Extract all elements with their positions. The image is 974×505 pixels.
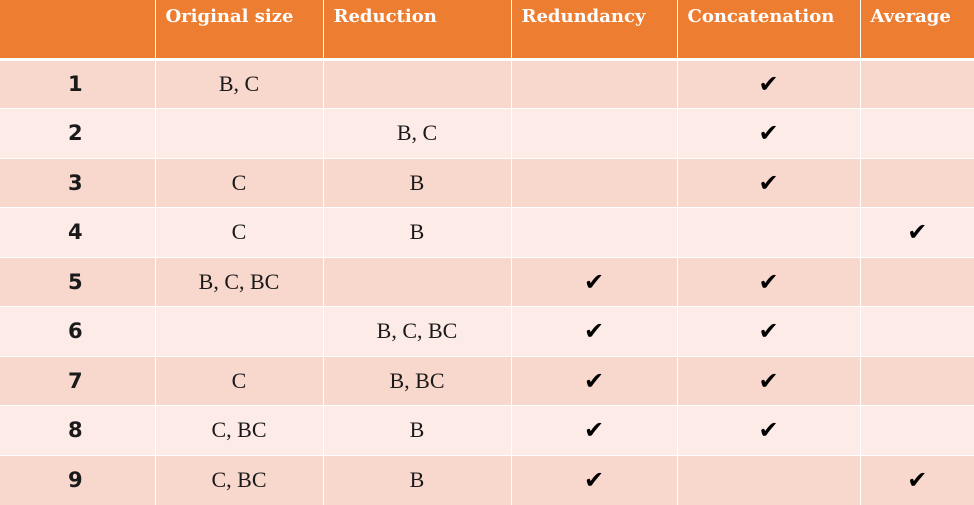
table-header: Original size Reduction Redundancy Conca… — [0, 0, 974, 61]
original-size-cell: C — [154, 355, 323, 406]
redundancy-cell: ✔ — [510, 256, 677, 307]
concatenation-cell: ✔ — [676, 58, 860, 109]
table-body: 1 B, C ✔ 2 B, C ✔ 3 C B ✔ 4 C B ✔ 5 B, C, BC ✔ ✔ 6 B, C, BC… — [0, 58, 974, 505]
reduction-cell: B, BC — [322, 355, 511, 406]
row-id-cell: 2 — [0, 108, 155, 158]
row-id-cell: 8 — [0, 405, 155, 455]
average-cell: ✔ — [859, 207, 974, 257]
concatenation-cell: ✔ — [676, 108, 860, 158]
original-size-cell: C, BC — [154, 454, 323, 505]
original-size-cell: B, C — [154, 58, 323, 109]
checkmark-icon: ✔ — [583, 366, 605, 395]
checkmark-icon: ✔ — [907, 218, 928, 247]
table-row: 9 C, BC B ✔ ✔ — [0, 454, 974, 505]
redundancy-cell — [510, 157, 677, 208]
table-row: 8 C, BC B ✔ ✔ — [0, 405, 974, 455]
row-id-cell: 9 — [0, 454, 155, 505]
checkmark-icon: ✔ — [758, 317, 779, 346]
average-cell — [859, 405, 974, 455]
checkmark-icon: ✔ — [583, 416, 605, 445]
table-row: 7 C B, BC ✔ ✔ — [0, 355, 974, 406]
average-cell — [859, 256, 974, 307]
table-row: 5 B, C, BC ✔ ✔ — [0, 256, 974, 307]
table-row: 2 B, C ✔ — [0, 108, 974, 158]
table-row: 6 B, C, BC ✔ ✔ — [0, 306, 974, 356]
checkmark-icon: ✔ — [758, 119, 779, 148]
average-cell — [859, 157, 974, 208]
concatenation-cell: ✔ — [676, 306, 860, 356]
row-id-cell: 7 — [0, 355, 155, 406]
header-reduction: Reduction — [322, 0, 511, 61]
row-id-cell: 1 — [0, 58, 155, 109]
original-size-cell: C — [154, 207, 323, 257]
header-original-size: Original size — [154, 0, 323, 61]
average-cell — [859, 306, 974, 356]
table-row: 3 C B ✔ — [0, 157, 974, 208]
concatenation-cell — [676, 454, 860, 505]
average-cell — [859, 355, 974, 406]
concatenation-cell: ✔ — [676, 405, 860, 455]
reduction-cell: B — [322, 207, 511, 257]
checkmark-icon: ✔ — [758, 70, 779, 99]
redundancy-cell: ✔ — [510, 454, 677, 505]
header-blank — [0, 0, 155, 61]
original-size-cell — [154, 306, 323, 356]
table-row: 1 B, C ✔ — [0, 58, 974, 109]
reduction-cell: B, C — [322, 108, 511, 158]
redundancy-cell: ✔ — [510, 405, 677, 455]
header-concatenation: Concatenation — [676, 0, 860, 61]
concatenation-cell: ✔ — [676, 157, 860, 208]
original-size-cell — [154, 108, 323, 158]
redundancy-cell: ✔ — [510, 306, 677, 356]
checkmark-icon: ✔ — [758, 366, 779, 395]
checkmark-icon: ✔ — [583, 317, 605, 346]
original-size-cell: C — [154, 157, 323, 208]
reduction-cell — [322, 58, 511, 109]
checkmark-icon: ✔ — [758, 416, 779, 445]
concatenation-cell: ✔ — [676, 355, 860, 406]
header-row: Original size Reduction Redundancy Conca… — [0, 0, 974, 61]
original-size-cell: C, BC — [154, 405, 323, 455]
original-size-cell: B, C, BC — [154, 256, 323, 307]
header-redundancy: Redundancy — [510, 0, 677, 61]
average-cell — [859, 58, 974, 109]
row-id-cell: 6 — [0, 306, 155, 356]
checkmark-icon: ✔ — [907, 466, 928, 494]
checkmark-icon: ✔ — [758, 267, 779, 296]
row-id-cell: 3 — [0, 157, 155, 208]
redundancy-cell: ✔ — [510, 355, 677, 406]
header-average: Average — [859, 0, 974, 61]
reduction-cell: B — [322, 405, 511, 455]
reduction-cell: B, C, BC — [322, 306, 511, 356]
checkmark-icon: ✔ — [583, 466, 605, 494]
table-row: 4 C B ✔ — [0, 207, 974, 257]
reduction-cell: B — [322, 157, 511, 208]
redundancy-cell — [510, 207, 677, 257]
average-cell — [859, 108, 974, 158]
checkmark-icon: ✔ — [758, 168, 779, 197]
row-id-cell: 5 — [0, 256, 155, 307]
row-id-cell: 4 — [0, 207, 155, 257]
average-cell: ✔ — [859, 454, 974, 505]
redundancy-cell — [510, 108, 677, 158]
reduction-cell — [322, 256, 511, 307]
checkmark-icon: ✔ — [583, 267, 605, 296]
redundancy-cell — [510, 58, 677, 109]
concatenation-cell — [676, 207, 860, 257]
concatenation-cell: ✔ — [676, 256, 860, 307]
reduction-cell: B — [322, 454, 511, 505]
